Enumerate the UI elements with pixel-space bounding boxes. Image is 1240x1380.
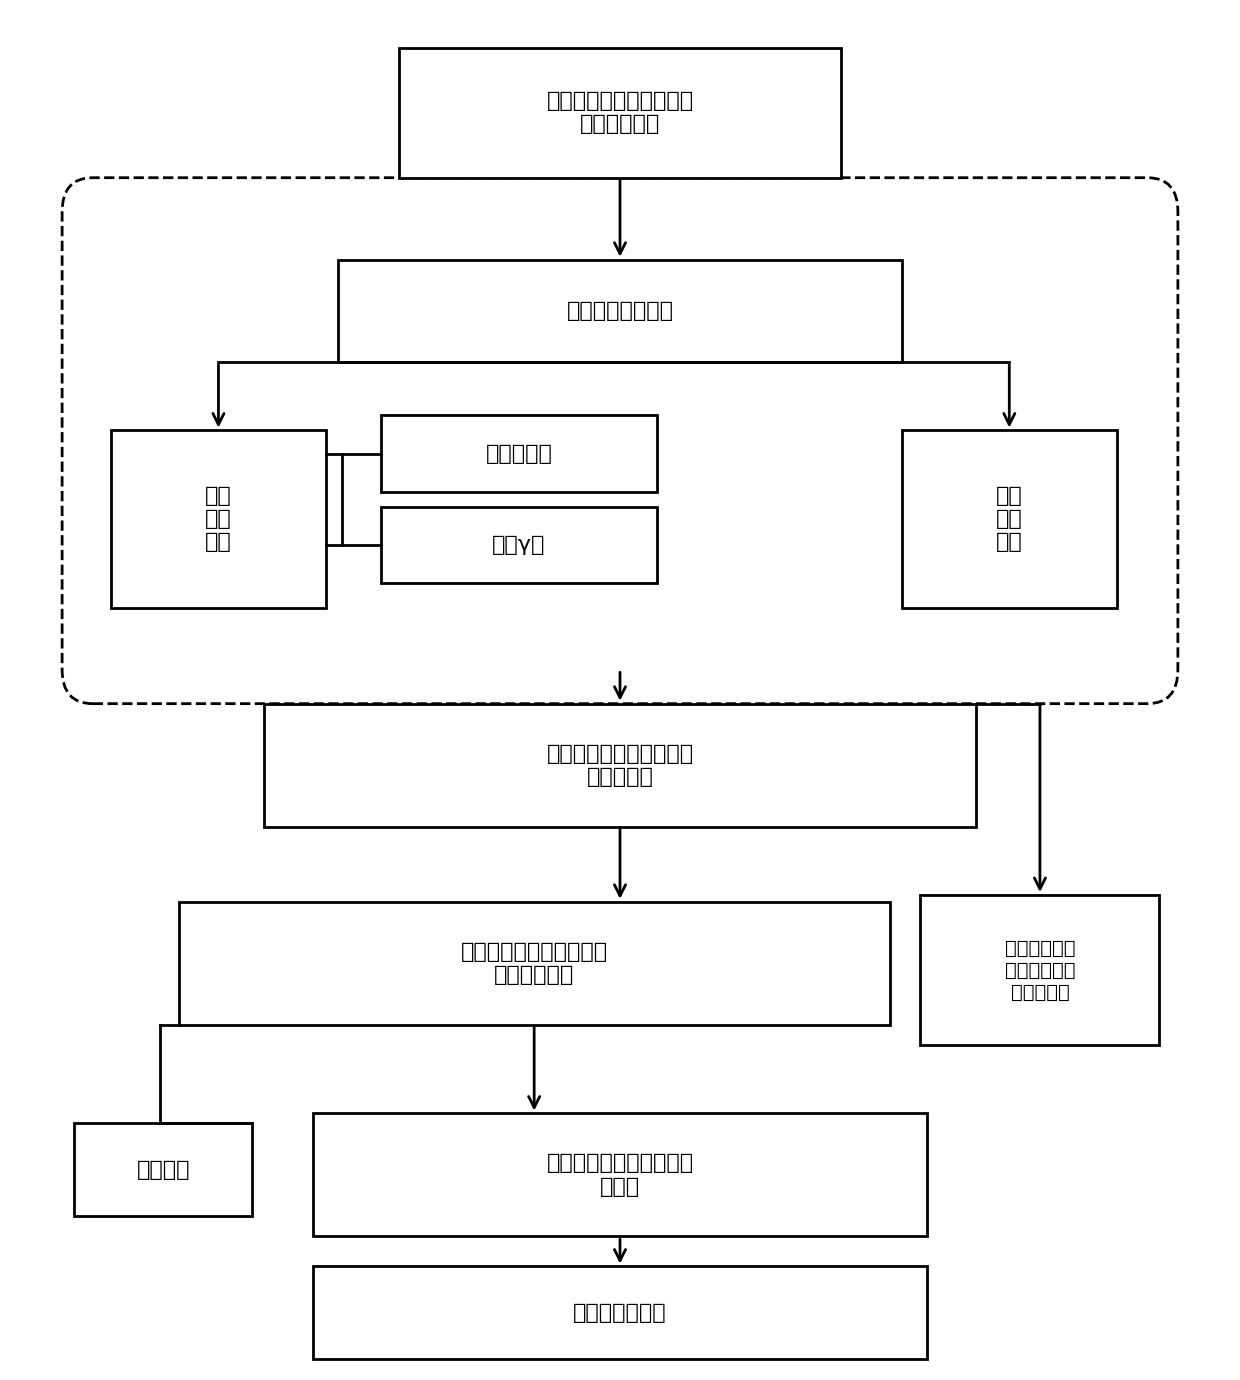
Bar <box>399 48 841 178</box>
Bar <box>264 704 976 827</box>
Bar <box>901 431 1116 609</box>
Bar <box>314 1267 926 1359</box>
Bar <box>381 506 657 584</box>
Text: 传统
铣削
部分: 传统 铣削 部分 <box>996 486 1023 552</box>
Text: 半离散法: 半离散法 <box>136 1159 190 1180</box>
Text: 机器人旋转超声铣削铣刀
的运动学分析: 机器人旋转超声铣削铣刀 的运动学分析 <box>547 91 693 134</box>
Bar <box>920 894 1159 1045</box>
Bar <box>112 431 326 609</box>
Text: 机器人旋转超
声铣削系统模
态参数识别: 机器人旋转超 声铣削系统模 态参数识别 <box>1004 938 1075 1002</box>
Text: 引入γ角: 引入γ角 <box>492 535 546 555</box>
Text: 构建机器人旋转超声铣削
颠振解析模型: 构建机器人旋转超声铣削 颠振解析模型 <box>460 941 608 985</box>
Text: 超声
振动
部分: 超声 振动 部分 <box>205 486 232 552</box>
Bar <box>74 1123 252 1216</box>
Text: 建立机器人旋转超声动态
铣削力模型: 建立机器人旋转超声动态 铣削力模型 <box>547 744 693 787</box>
Bar <box>339 259 901 362</box>
Text: 稳定性曲线绘制: 稳定性曲线绘制 <box>573 1303 667 1323</box>
Text: 机器人旋转超声铣削稳定
域求解: 机器人旋转超声铣削稳定 域求解 <box>547 1154 693 1196</box>
Text: 拓展自由度: 拓展自由度 <box>485 443 552 464</box>
Bar <box>179 901 890 1025</box>
Text: 动态切层厚度解析: 动态切层厚度解析 <box>567 301 673 322</box>
Bar <box>381 415 657 491</box>
Bar <box>314 1114 926 1236</box>
